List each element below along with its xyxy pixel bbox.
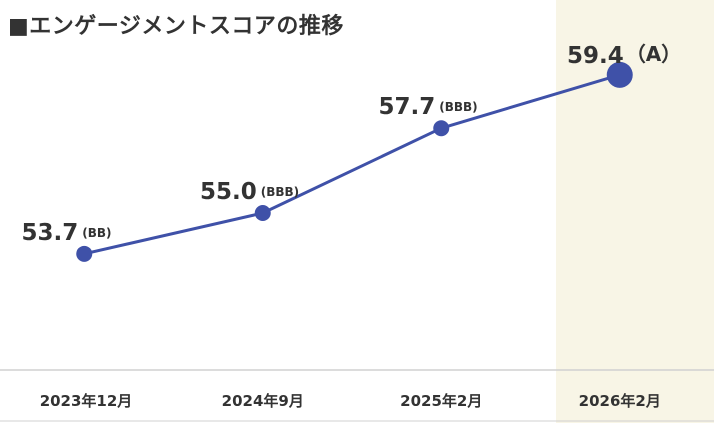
- data-label-2: 55.0: [200, 179, 257, 205]
- data-label-3: 57.7: [379, 94, 436, 120]
- x-tick-label-3: 2025年2月: [400, 392, 482, 410]
- grade-label-2: (BBB): [261, 185, 299, 199]
- x-tick-label-1: 2023年12月: [40, 392, 133, 410]
- x-tick-label-2: 2024年9月: [222, 392, 304, 410]
- x-tick-label-4: 2026年2月: [579, 392, 661, 410]
- series-line: [83, 73, 621, 256]
- chart-title: ■エンゲージメントスコアの推移: [8, 14, 344, 39]
- data-point-1: [76, 245, 93, 262]
- grade-label-3: (BBB): [439, 100, 477, 114]
- data-label-1: 53.7: [22, 220, 79, 246]
- data-label-4: 59.4: [567, 43, 624, 69]
- highlight-band: [556, 0, 714, 423]
- data-point-2: [254, 205, 271, 221]
- data-point-3: [433, 120, 450, 137]
- grade-label-4: （A）: [626, 42, 681, 66]
- grade-label-1: (BB): [82, 226, 111, 240]
- data-point-4: [606, 61, 633, 88]
